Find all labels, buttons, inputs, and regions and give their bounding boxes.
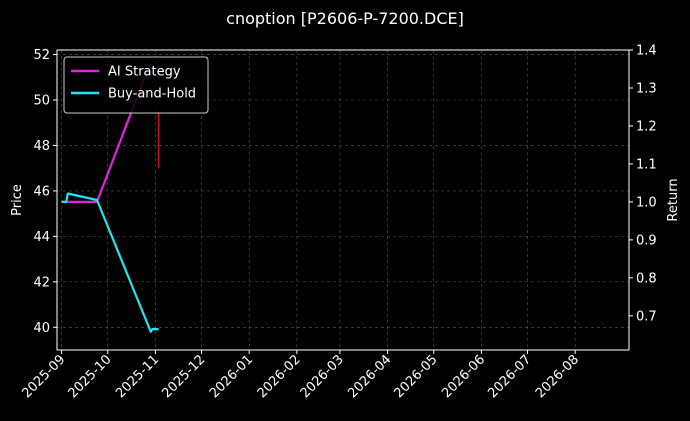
y-axis-left: 40 42 44 46 48 50 52 [33,48,57,336]
y-right-tick-label: 1.1 [636,157,657,172]
y-right-tick-label: 0.8 [636,271,657,286]
y-left-tick-label: 48 [33,139,50,154]
y-right-tick-label: 0.9 [636,233,657,248]
legend: AI Strategy Buy-and-Hold [63,56,209,114]
y-left-tick-label: 44 [33,230,50,245]
y-right-tick-label: 0.7 [636,309,657,324]
plot-frame [56,49,630,351]
y-left-tick-label: 52 [33,48,50,63]
y-left-tick-label: 46 [33,184,50,199]
legend-frame [63,56,209,114]
series-line-1 [61,192,159,333]
y-axis-right-label: Return [666,178,681,221]
y-right-tick-label: 1.4 [636,44,657,59]
y-right-tick-label: 1.0 [636,195,657,210]
chart-title: cnoption [P2606-P-7200.DCE] [226,9,464,28]
y-right-tick-label: 1.2 [636,119,657,134]
y-axis-left-label: Price [10,184,25,216]
y-left-tick-label: 50 [33,94,50,109]
y-left-tick-label: 40 [33,321,50,336]
y-right-tick-label: 1.3 [636,81,657,96]
legend-label: Buy-and-Hold [108,87,196,102]
y-left-tick-label: 42 [33,275,50,290]
plot-area [61,64,160,333]
legend-label: AI Strategy [108,65,181,80]
y-axis-right: 0.7 0.8 0.9 1.0 1.1 1.2 1.3 1.4 [629,44,657,324]
